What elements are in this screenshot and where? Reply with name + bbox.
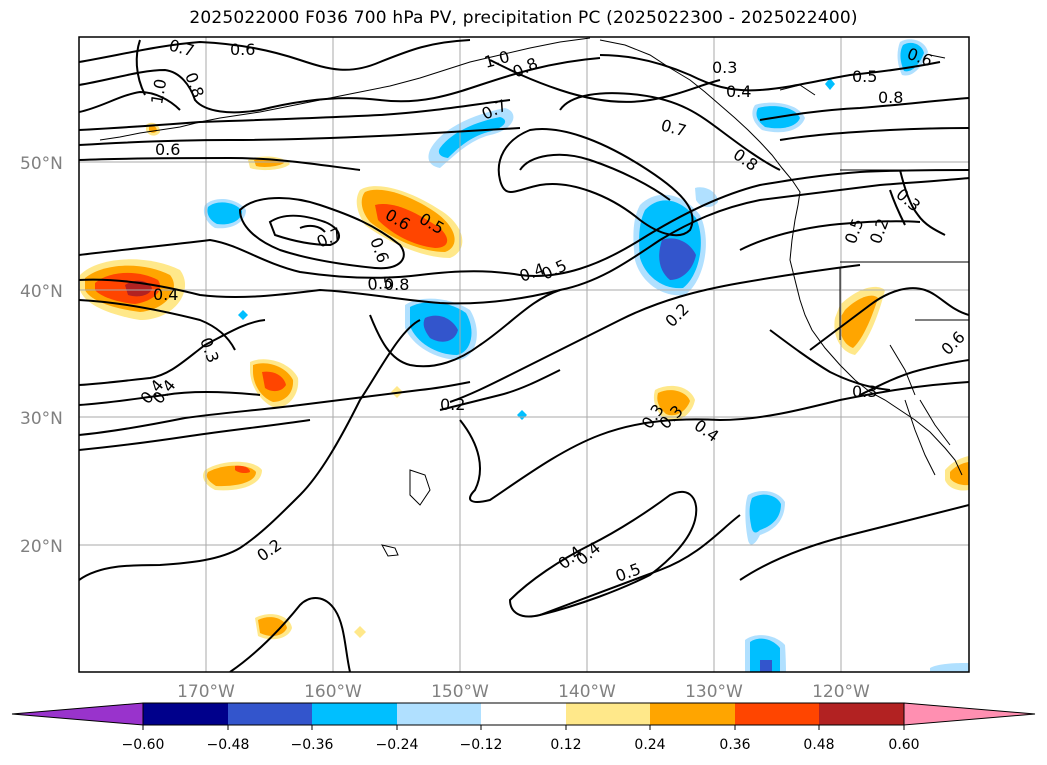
colorbar-frame	[142, 702, 905, 726]
contour-label: 0.6	[230, 40, 255, 59]
colorbar: −0.60 −0.48 −0.36 −0.24 −0.12 0.12 0.24 …	[11, 702, 1036, 753]
contour-label: 0.5	[367, 273, 394, 294]
contour-label: 0.3	[196, 335, 223, 365]
lon-label-140w: 140°W	[558, 682, 616, 702]
colorbar-tick: 0.48	[803, 737, 834, 753]
map-area: 0.7 0.6 1.0 0.8 0.6 1.0 0.8 0.7 0.6 0.5 …	[79, 36, 969, 672]
colorbar-segment	[228, 703, 312, 725]
colorbar-tick: −0.24	[376, 737, 419, 753]
colorbar-segment	[312, 703, 397, 725]
contour-label: 0.5	[841, 216, 868, 246]
colorbar-segment	[143, 703, 228, 725]
lat-label-50n: 50°N	[20, 154, 63, 174]
colorbar-tick: 0.12	[550, 737, 581, 753]
lat-label-20n: 20°N	[20, 537, 63, 557]
contour-label: 0.2	[661, 299, 692, 330]
contour-label: 0.8	[730, 145, 762, 175]
contour-label: 0.4	[153, 285, 178, 304]
contour-label: 0.8	[878, 88, 903, 107]
colorbar-tick: −0.36	[291, 737, 334, 753]
map-title: 2025022000 F036 700 hPa PV, precipitatio…	[189, 8, 858, 28]
pv-contours	[79, 39, 969, 672]
contour-label: 0.7	[659, 116, 689, 141]
colorbar-tick: 0.36	[719, 737, 750, 753]
contour-label: 0.5	[852, 67, 877, 86]
contour-label: 0.2	[253, 535, 285, 565]
contour-label: 0.3	[852, 382, 877, 401]
colorbar-tick: −0.12	[460, 737, 503, 753]
contour-label: 0.4	[726, 82, 751, 101]
colorbar-tick: 0.24	[634, 737, 665, 753]
lon-label-170w: 170°W	[177, 682, 235, 702]
lon-label-130w: 130°W	[685, 682, 743, 702]
contour-label: 0.2	[440, 395, 465, 414]
contour-label: 0.7	[167, 36, 197, 61]
colorbar-segment	[481, 703, 566, 725]
contour-label: 0.3	[712, 58, 737, 77]
contour-label: 0.6	[155, 140, 180, 159]
colorbar-tick: −0.60	[122, 737, 165, 753]
colorbar-segment	[650, 703, 735, 725]
lon-label-120w: 120°W	[812, 682, 870, 702]
contour-label: 0.4	[517, 259, 547, 286]
lon-label-160w: 160°W	[304, 682, 362, 702]
contour-label: 0.6	[937, 327, 968, 358]
precip-negative-shading	[203, 39, 969, 672]
lon-label-150w: 150°W	[431, 682, 489, 702]
contour-label: 0.8	[510, 54, 541, 82]
contour-label: 0.8	[384, 275, 409, 294]
colorbar-segment	[819, 703, 904, 725]
colorbar-segment	[735, 703, 819, 725]
map-frame	[78, 36, 970, 673]
lat-label-30n: 30°N	[20, 409, 63, 429]
contour-label: 1.0	[147, 77, 170, 105]
coastlines	[99, 37, 969, 557]
map-gridlines	[79, 37, 969, 672]
contour-label: 0.8	[181, 70, 208, 100]
colorbar-tick: −0.48	[207, 737, 250, 753]
contour-label: 0.5	[613, 559, 643, 586]
colorbar-segment	[397, 703, 481, 725]
colorbar-extend-high	[903, 702, 1036, 726]
lat-label-40n: 40°N	[20, 282, 63, 302]
colorbar-tick: 0.60	[888, 737, 919, 753]
colorbar-extend-low	[11, 702, 144, 726]
colorbar-segment	[566, 703, 650, 725]
